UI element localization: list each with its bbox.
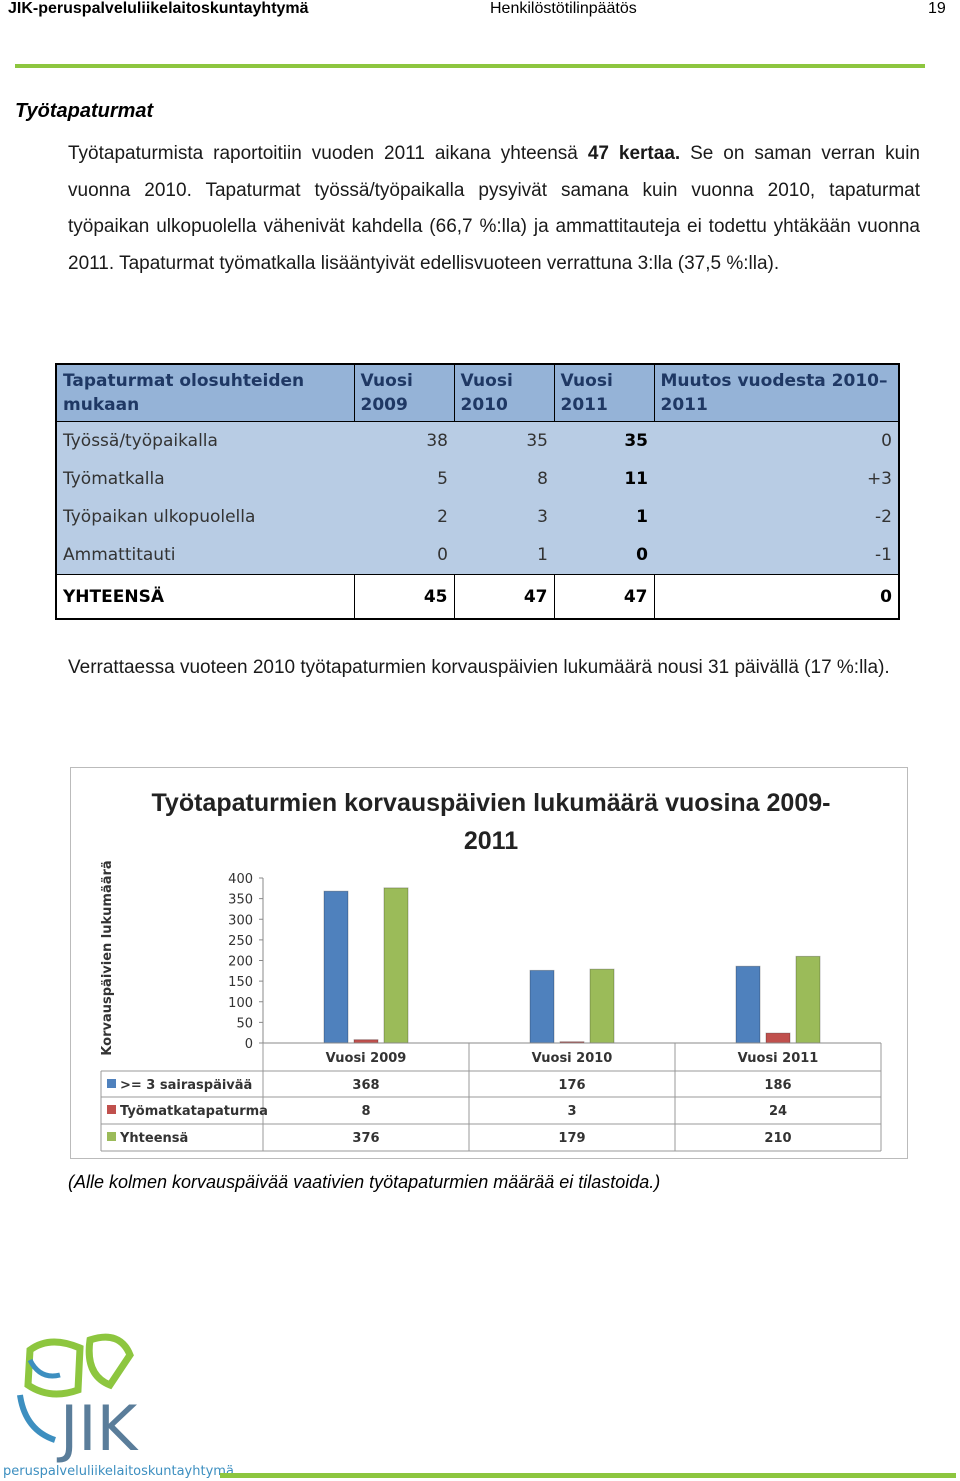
cell: 3 [454,498,554,536]
cell: 11 [554,460,654,498]
data-label: 8 [361,1104,370,1119]
chart: Korvauspäivien lukumäärä 0 50 100 150 200 250 3… [100,860,882,1152]
y-axis-label: Korvauspäivien lukumäärä [100,860,115,1055]
section-title: Työtapaturmat [15,100,154,122]
logo-shape [85,1333,134,1390]
caption: (Alle kolmen korvauspäivää vaativien työ… [68,1172,661,1192]
header-rule [15,64,925,68]
cell: 1 [454,536,554,575]
cell: 5 [354,460,454,498]
total-row: YHTEENSÄ 45 47 47 0 [55,574,900,620]
y-tick-label: 300 [228,913,253,928]
text: Työtapaturmista raportoitiin vuoden 2011… [68,143,588,164]
y-tick-label: 200 [228,955,253,970]
x-tick-label: Vuosi 2011 [738,1051,819,1066]
legend-label: Työmatkatapaturma [120,1104,268,1119]
cell: 0 [654,421,899,460]
chart-frame: Työtapaturmien korvauspäivien lukumäärä … [70,767,908,1159]
logo-text: JIK [56,1392,139,1465]
column-header: Vuosi 2011 [553,363,655,422]
legend-swatch [107,1132,116,1141]
accident-table: Tapaturmat olosuhteiden mukaan Vuosi 2009… [55,363,900,620]
data-label: 376 [352,1131,379,1146]
table-row: Työpaikan ulkopuolella 2 3 1 -2 [56,498,899,536]
cell: 2 [354,498,454,536]
cell: 0 [354,536,454,575]
header-row: Tapaturmat olosuhteiden mukaan Vuosi 2009… [55,363,900,422]
cell: Työmatkalla [56,460,354,498]
column-header: Vuosi 2010 [453,363,555,422]
data-label: 186 [764,1078,791,1093]
logo-shape [24,1338,84,1398]
cell: 38 [354,421,454,460]
cell: -2 [654,498,899,536]
total-cell: 47 [453,574,555,620]
cell: +3 [654,460,899,498]
bar [323,890,349,1044]
bar [529,969,555,1044]
cell: 35 [554,421,654,460]
footer-rule [220,1473,956,1478]
cell: 8 [454,460,554,498]
paragraph: Työtapaturmista raportoitiin vuoden 2011… [68,136,920,282]
cell: 1 [554,498,654,536]
bar [795,955,821,1044]
bar [735,965,761,1044]
legend-label: >= 3 sairaspäivää [120,1078,252,1093]
bar [765,1032,791,1044]
cell: Työpaikan ulkopuolella [56,498,354,536]
legend-swatch [107,1079,116,1088]
table-row: Työssä/työpaikalla 38 35 35 0 [56,421,899,460]
data-label: 176 [558,1078,585,1093]
column-header: Vuosi 2009 [353,363,455,422]
total-cell: 0 [653,574,900,620]
data-label: 179 [558,1131,585,1146]
logo-shape [27,1358,61,1379]
header-doc: Henkilöstötilinpäätös [490,0,637,17]
y-tick-label: 150 [228,975,253,990]
cell: Työssä/työpaikalla [56,421,354,460]
column-header: Tapaturmat olosuhteiden mukaan [55,363,355,422]
y-tick-label: 350 [228,893,253,908]
data-label: 3 [567,1104,576,1119]
cell: Ammattitauti [56,536,354,575]
y-tick-label: 100 [228,996,253,1011]
y-tick-label: 50 [236,1016,253,1031]
cell: 35 [454,421,554,460]
total-cell: 47 [553,574,655,620]
paragraph: Verrattaessa vuoteen 2010 työtapaturmien… [68,657,890,678]
x-tick-label: Vuosi 2009 [326,1051,407,1066]
bar [383,887,409,1044]
footer-org: peruspalveluliikelaitoskuntayhtymä [3,1464,234,1479]
footer: JIK peruspalveluliikelaitoskuntayhtymä [3,1333,956,1479]
legend-label: Yhteensä [119,1131,188,1146]
table-row: Työmatkalla 5 8 11 +3 [56,460,899,498]
logo-shape [17,1394,57,1443]
table-row: Ammattitauti 0 1 0 -1 [56,536,899,575]
bold-text: 47 kertaa. [587,143,681,164]
cell: 0 [554,536,654,575]
legend-swatch [107,1105,116,1114]
total-cell: YHTEENSÄ [55,574,355,620]
x-tick-label: Vuosi 2010 [532,1051,613,1066]
y-tick-label: 400 [228,872,253,887]
y-tick-label: 0 [245,1037,253,1052]
data-label: 210 [764,1131,791,1146]
y-tick-label: 250 [228,934,253,949]
data-label: 368 [352,1078,379,1093]
text: Se on saman verran kuin vuonna 2010. Tap… [68,143,920,274]
cell: -1 [654,536,899,575]
header-org: JIK-peruspalveluliikelaitoskuntayhtymä [8,0,309,17]
bar [589,968,615,1044]
total-cell: 45 [353,574,455,620]
column-header: Muutos vuodesta 2010–2011 [653,363,900,422]
chart-title: Työtapaturmien korvauspäivien lukumäärä … [151,789,831,855]
page-number: 19 [928,0,946,17]
data-label: 24 [769,1104,787,1119]
